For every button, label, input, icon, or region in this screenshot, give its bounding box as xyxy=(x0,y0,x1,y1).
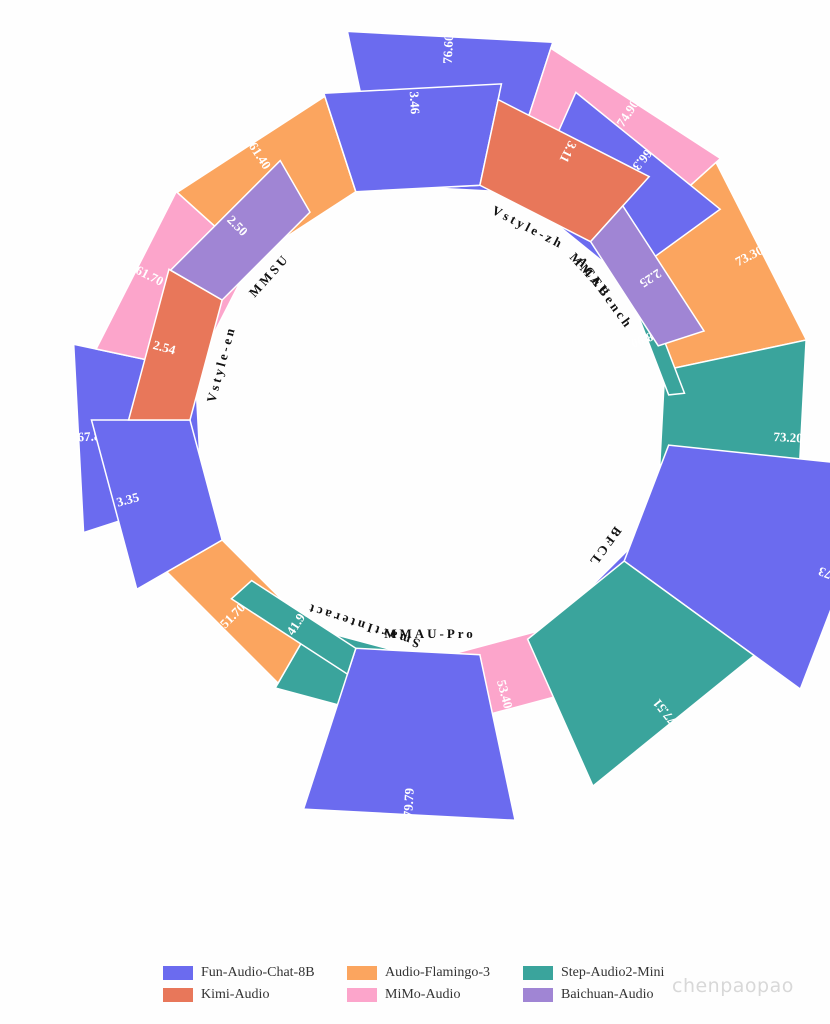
legend-swatch xyxy=(523,988,553,1002)
bar-bfcl-fun-audio-chat-8b xyxy=(623,444,830,691)
legend-item: MiMo-Audio xyxy=(347,986,523,1004)
legend: Fun-Audio-Chat-8B Audio-Flamingo-3 Step-… xyxy=(163,964,693,1004)
legend-swatch xyxy=(347,988,377,1002)
bar-vstyle-zh-fun-audio-chat-8b xyxy=(322,83,503,193)
bar-value-label: 2.54 xyxy=(151,337,177,358)
chart-svg: 76.6074.9073.3073.20MMAU58.0053.4053.205… xyxy=(72,30,830,822)
legend-item: Audio-Flamingo-3 xyxy=(347,964,523,982)
bar-smartinteract-fun-audio-chat-8b xyxy=(302,647,517,822)
legend-label: Audio-Flamingo-3 xyxy=(385,965,490,980)
legend-item: Step-Audio2-Mini xyxy=(523,964,693,982)
bar-vstyle-zh-kimi-audio xyxy=(479,98,651,243)
bar-value-label: 3.35 xyxy=(115,489,141,510)
bar-vstyle-zh-baichuan-audio xyxy=(589,204,706,347)
legend-label: Baichuan-Audio xyxy=(561,987,654,1002)
bar-value-label: 53.40 xyxy=(494,678,516,710)
bar-vstyle-en-fun-audio-chat-8b xyxy=(90,419,224,591)
bar-bfcl-step-audio2-mini xyxy=(526,560,756,788)
category-label: MMAU-Pro xyxy=(384,626,476,641)
bar-value-label: 73.20 xyxy=(773,429,803,446)
bar-vstyle-en-baichuan-audio xyxy=(169,159,311,301)
legend-label: MiMo-Audio xyxy=(385,987,461,1002)
legend-swatch xyxy=(523,966,553,980)
legend-swatch xyxy=(347,966,377,980)
bar-vstyle-en-kimi-audio xyxy=(127,268,224,421)
legend-swatch xyxy=(163,966,193,980)
bar-value-label: 79.79 xyxy=(400,787,417,817)
legend-label: Kimi-Audio xyxy=(201,987,270,1002)
legend-label: Step-Audio2-Mini xyxy=(561,965,665,980)
legend-item: Fun-Audio-Chat-8B xyxy=(163,964,347,982)
watermark: chenpaopao xyxy=(672,975,794,997)
bar-value-label: 3.46 xyxy=(407,91,423,115)
legend-item: Kimi-Audio xyxy=(163,986,347,1004)
legend-item: Baichuan-Audio xyxy=(523,986,693,1004)
legend-label: Fun-Audio-Chat-8B xyxy=(201,965,315,980)
bar-value-label: 76.60 xyxy=(440,34,457,64)
bar-smartinteract-step-audio2-mini xyxy=(230,579,357,676)
legend-swatch xyxy=(163,988,193,1002)
